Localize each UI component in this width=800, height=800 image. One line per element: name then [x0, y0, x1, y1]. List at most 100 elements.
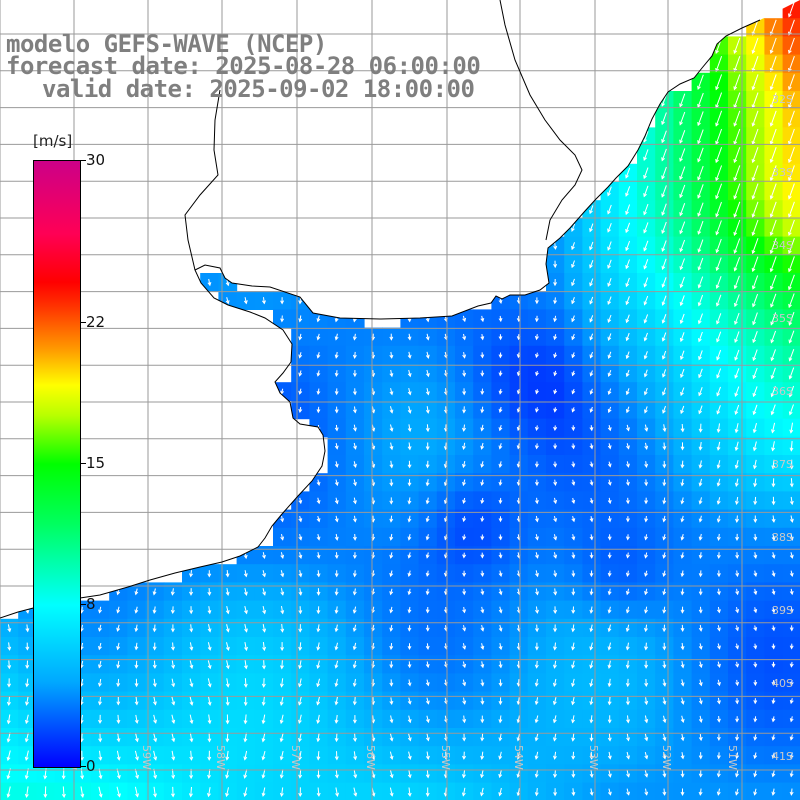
- wind-arrow: [789, 770, 794, 778]
- wind-arrow: [279, 750, 284, 761]
- wind-arrow: [171, 678, 176, 688]
- wind-arrow: [170, 588, 175, 596]
- wind-arrow: [98, 642, 102, 651]
- wind-arrow: [152, 678, 157, 688]
- wind-arrow: [662, 442, 667, 451]
- wind-arrow: [771, 788, 776, 796]
- wind-arrow: [716, 497, 721, 505]
- wind-arrow: [789, 752, 794, 760]
- wind-arrow: [480, 697, 485, 705]
- wind-arrow: [662, 588, 667, 596]
- wind-arrow: [607, 552, 612, 559]
- wind-arrow: [571, 696, 575, 706]
- wind-arrow: [571, 788, 576, 797]
- wind-arrow: [462, 516, 467, 523]
- wind-arrow: [207, 588, 212, 596]
- wind-arrow: [753, 716, 758, 723]
- wind-arrow: [298, 515, 303, 523]
- wind-arrow: [153, 750, 158, 761]
- wind-arrow: [589, 678, 594, 688]
- wind-arrow: [334, 370, 339, 378]
- wind-arrow: [516, 697, 521, 706]
- wind-arrow: [734, 441, 739, 452]
- wind-arrow: [735, 588, 740, 596]
- wind-arrow: [352, 606, 357, 614]
- wind-arrow: [644, 534, 648, 541]
- wind-arrow: [788, 110, 795, 127]
- wind-arrow: [625, 660, 630, 669]
- wind-arrow: [116, 678, 121, 688]
- wind-arrow: [462, 315, 467, 323]
- wind-arrow: [207, 732, 212, 743]
- wind-arrow: [698, 661, 703, 669]
- wind-arrow: [316, 732, 321, 743]
- wind-arrow: [498, 406, 503, 414]
- wind-arrow: [116, 606, 121, 614]
- wind-arrow: [516, 715, 521, 724]
- wind-arrow: [589, 497, 594, 505]
- wind-arrow: [279, 787, 284, 798]
- wind-arrow: [626, 788, 630, 796]
- wind-arrow: [643, 149, 649, 161]
- wind-arrow: [480, 715, 485, 724]
- wind-arrow: [298, 552, 303, 560]
- wind-arrow: [298, 315, 303, 323]
- wind-arrow: [644, 733, 649, 742]
- wind-arrow: [643, 369, 648, 378]
- wind-arrow: [334, 624, 339, 633]
- wind-arrow: [771, 625, 776, 632]
- wind-arrow: [225, 714, 230, 725]
- wind-arrow: [789, 533, 794, 541]
- wind-arrow: [334, 351, 339, 359]
- wind-arrow: [716, 441, 721, 451]
- wind-arrow: [334, 660, 339, 669]
- wind-arrow: [425, 479, 430, 487]
- wind-arrow: [661, 221, 667, 234]
- wind-arrow: [589, 351, 594, 359]
- wind-arrow: [662, 642, 667, 651]
- wind-arrow: [771, 422, 776, 434]
- wind-arrow: [770, 349, 776, 362]
- wind-arrow: [626, 443, 630, 450]
- wind-arrow: [589, 516, 594, 523]
- wind-arrow: [589, 733, 594, 742]
- wind-arrow: [407, 460, 412, 469]
- wind-arrow: [425, 787, 430, 797]
- wind-arrow: [334, 461, 339, 468]
- wind-arrow: [535, 389, 539, 395]
- wind-arrow: [480, 406, 485, 414]
- wind-arrow: [607, 624, 612, 633]
- wind-arrow: [535, 515, 539, 523]
- wind-arrow: [134, 714, 139, 724]
- wind-arrow: [715, 220, 722, 236]
- wind-arrow: [298, 624, 303, 633]
- wind-arrow: [771, 607, 776, 614]
- wind-arrow: [571, 388, 576, 395]
- wind-arrow: [334, 552, 339, 560]
- wind-arrow: [243, 769, 248, 779]
- wind-arrow: [625, 697, 630, 706]
- wind-arrow: [644, 406, 648, 414]
- wind-arrow: [552, 678, 557, 688]
- wind-arrow: [225, 297, 230, 305]
- wind-arrow: [644, 624, 648, 633]
- wind-arrow: [789, 734, 794, 741]
- wind-arrow: [407, 333, 412, 341]
- wind-arrow: [625, 296, 630, 306]
- wind-arrow: [753, 734, 758, 741]
- wind-arrow: [498, 516, 503, 523]
- wind-arrow: [389, 333, 394, 341]
- wind-arrow: [462, 552, 467, 559]
- wind-arrow: [316, 370, 321, 377]
- wind-arrow: [679, 239, 686, 253]
- wind-arrow: [680, 515, 685, 523]
- wind-arrow: [553, 389, 558, 395]
- wind-arrow: [752, 422, 757, 434]
- wind-arrow: [534, 788, 539, 797]
- wind-arrow: [334, 714, 339, 724]
- wind-arrow: [25, 678, 30, 688]
- wind-arrow: [480, 588, 485, 596]
- wind-arrow: [534, 660, 539, 669]
- wind-arrow: [644, 497, 649, 505]
- wind-arrow: [98, 696, 102, 706]
